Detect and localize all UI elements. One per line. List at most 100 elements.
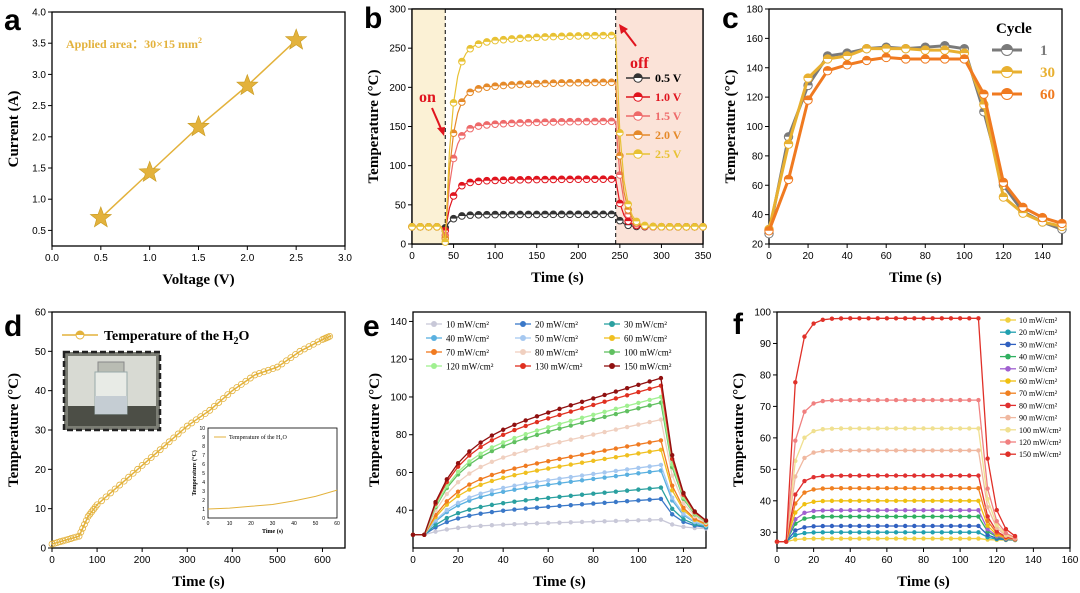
data-point (326, 332, 334, 340)
data-point (636, 422, 641, 427)
data-point (820, 426, 825, 432)
y-tick-label: 80 (760, 370, 772, 381)
data-point (669, 522, 675, 527)
data-point (957, 498, 963, 503)
data-point (802, 490, 807, 495)
data-point-fill (500, 82, 507, 86)
legend-label: 1 (1040, 43, 1048, 59)
inset-x-tick-label: 40 (291, 521, 297, 527)
panel-letter: f (733, 308, 744, 341)
star-marker (187, 114, 210, 137)
data-point (811, 487, 816, 492)
data-point (579, 434, 585, 440)
data-point-fill (491, 177, 499, 181)
legend-label: 20 mW/cm² (535, 320, 578, 330)
data-point (534, 432, 540, 438)
data-point (568, 502, 573, 508)
data-point (179, 426, 187, 434)
data-point (912, 397, 917, 403)
data-point-fill (823, 66, 832, 71)
data-point-fill (616, 200, 624, 204)
data-point-fill (1001, 66, 1013, 72)
data-point (976, 530, 981, 535)
off-label: off (630, 55, 649, 72)
legend-marker (609, 363, 615, 369)
data-point (444, 515, 450, 521)
data-point-fill (508, 211, 516, 215)
data-point (242, 377, 250, 385)
y-tick-label: 3.5 (32, 39, 46, 50)
x-tick-label: 2.5 (289, 253, 303, 264)
data-point-fill (491, 37, 499, 41)
data-point (884, 448, 890, 453)
x-tick-label: 300 (653, 251, 670, 262)
data-point-fill (574, 32, 582, 36)
x-tick-label: 1.5 (192, 253, 206, 264)
data-point (939, 523, 945, 529)
y-tick-label: 140 (746, 63, 763, 74)
legend-tail: O (238, 329, 249, 344)
data-point (921, 448, 926, 453)
y-tick-label: 180 (746, 5, 763, 16)
data-point-fill (508, 176, 516, 180)
data-point (793, 528, 798, 533)
data-point (174, 430, 182, 438)
legend-label: 70 mW/cm² (1019, 389, 1058, 398)
data-point (636, 400, 641, 406)
data-point (647, 469, 652, 475)
data-point (478, 477, 483, 482)
data-point (893, 426, 899, 431)
y-tick-label: 1.0 (32, 195, 46, 206)
data-point-fill (541, 176, 549, 180)
data-point (957, 473, 963, 478)
plot-frame (412, 311, 707, 549)
series-line (777, 500, 1016, 543)
legend-marker (1005, 390, 1011, 397)
y-tick-label: 1.5 (32, 164, 46, 175)
data-point-fill (608, 175, 615, 180)
y-tick-label: 50 (760, 465, 772, 476)
data-point-fill (1018, 203, 1028, 208)
data-point (500, 455, 506, 460)
data-point-fill (566, 118, 574, 122)
data-point-fill (516, 176, 524, 180)
on-arrow-head (437, 127, 445, 136)
data-point-fill (475, 40, 482, 45)
data-point (206, 406, 214, 414)
data-point (546, 458, 551, 464)
data-point (647, 449, 652, 454)
x-tick-label: 120 (675, 555, 692, 566)
legend-marker (1005, 439, 1011, 445)
x-tick-label: 60 (881, 251, 893, 262)
data-point (255, 369, 263, 377)
data-point (957, 316, 963, 321)
x-tick-label: 0 (410, 555, 416, 566)
legend-marker (431, 363, 437, 369)
legend-label: 30 mW/cm² (1019, 340, 1058, 349)
data-point (512, 435, 517, 441)
data-point (838, 486, 844, 491)
data-point (802, 409, 807, 414)
data-point (811, 524, 816, 529)
legend-marker (1005, 353, 1011, 360)
legend-label: 50 mW/cm² (1019, 365, 1058, 374)
panel-letter: d (4, 310, 22, 343)
data-point (866, 536, 871, 541)
legend-label: 10 mW/cm² (1019, 316, 1058, 325)
data-point (985, 496, 990, 502)
data-point (568, 418, 573, 424)
data-point (829, 426, 835, 431)
data-point (624, 386, 630, 391)
data-point (489, 491, 495, 497)
data-point (602, 475, 607, 480)
data-point-fill (583, 210, 590, 215)
legend-label: 10 mW/cm² (446, 320, 489, 330)
legend-label: 150 mW/cm² (624, 362, 672, 372)
data-point-fill (525, 119, 532, 123)
data-point (1003, 530, 1009, 536)
data-point-fill (425, 223, 432, 227)
data-point (783, 539, 789, 544)
data-point (884, 530, 890, 535)
data-point (546, 504, 551, 510)
data-point (546, 425, 551, 430)
